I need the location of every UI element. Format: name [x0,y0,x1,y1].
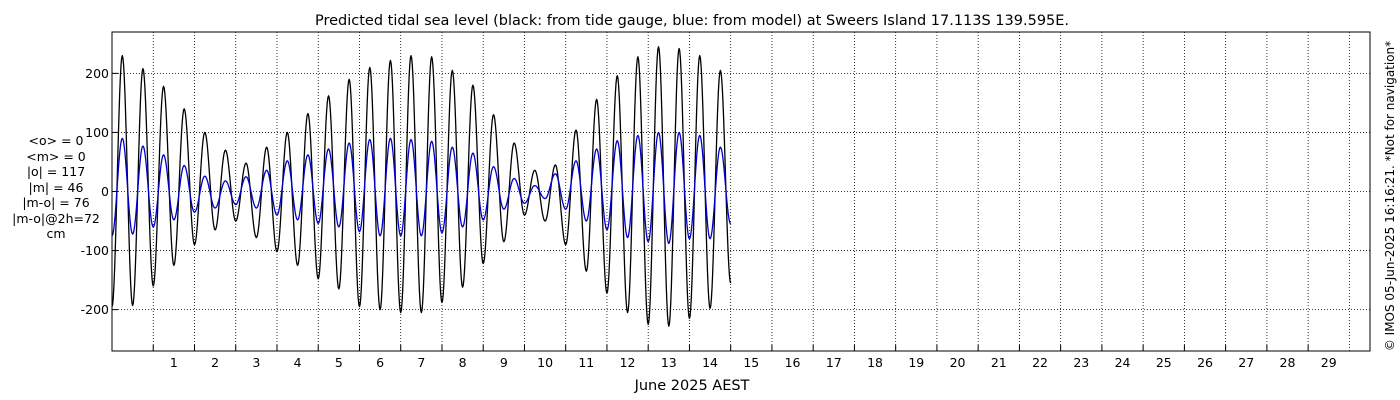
series-line-model [111,131,732,245]
y-tick-label: 100 [85,125,109,140]
x-tick-label: 20 [950,355,966,370]
x-tick-label: 24 [1115,355,1131,370]
plot-frame [111,31,1371,352]
x-tick-label: 6 [376,355,384,370]
stat-abs-observed: |o| = 117 [26,164,86,179]
x-tick-label: 22 [1032,355,1048,370]
x-axis-label: June 2025 AEST [634,378,750,394]
x-tick-label: 26 [1197,355,1213,370]
stat-abs-model: |m| = 46 [28,179,84,195]
x-tick-label: 19 [908,355,924,370]
x-tick-label: 28 [1280,355,1296,370]
stat-mean-model: <m> = 0 [26,148,86,164]
x-tick-label: 13 [661,355,677,370]
stat-abs-diff: |m-o| = 76 [22,195,90,210]
x-tick-label: 2 [211,355,219,370]
y-tick-label: -100 [81,243,109,258]
grid-lines [112,32,1370,351]
stat-units: cm [46,226,66,241]
copyright-note: © IMOS 05-Jun-2025 16:16:21. *Not for na… [1383,41,1397,351]
x-axis: 1 2 3 4 5 6 7 8 9 10 11 12 13 14 15 16 17 18 19 20 21 22 23 24 2… [152,345,1337,370]
x-tick-label: 15 [743,355,759,370]
x-tick-label: 23 [1073,355,1089,370]
x-tick-label: 10 [537,355,553,370]
x-tick-label: 11 [578,355,594,370]
x-tick-label: 14 [702,355,718,370]
stat-mean-observed: <o> = 0 [28,133,84,148]
y-axis: -200 -100 0 100 200 [81,66,118,317]
series-layer [111,46,732,327]
x-tick-label: 9 [500,355,508,370]
stats-panel: <o> = 0 <m> = 0 |o| = 117 |m| = 46 |m-o|… [8,133,104,242]
x-tick-label: 4 [294,355,302,370]
x-tick-label: 16 [785,355,801,370]
x-tick-label: 7 [417,355,425,370]
x-tick-label: 18 [867,355,883,370]
y-tick-label: 0 [101,184,109,199]
x-tick-label: 8 [459,355,467,370]
x-tick-label: 17 [826,355,842,370]
x-tick-label: 27 [1238,355,1254,370]
x-tick-label: 5 [335,355,343,370]
chart-title: Predicted tidal sea level (black: from t… [315,13,1069,29]
series-line-tide-gauge [111,46,732,327]
y-tick-label: -200 [81,302,109,317]
stat-abs-diff-2h: |m-o|@2h=72 [12,210,100,226]
x-tick-label: 21 [991,355,1007,370]
x-tick-label: 12 [620,355,636,370]
x-tick-label: 29 [1321,355,1337,370]
x-tick-label: 3 [252,355,260,370]
y-tick-label: 200 [85,66,109,81]
x-tick-label: 1 [170,355,178,370]
x-tick-label: 25 [1156,355,1172,370]
